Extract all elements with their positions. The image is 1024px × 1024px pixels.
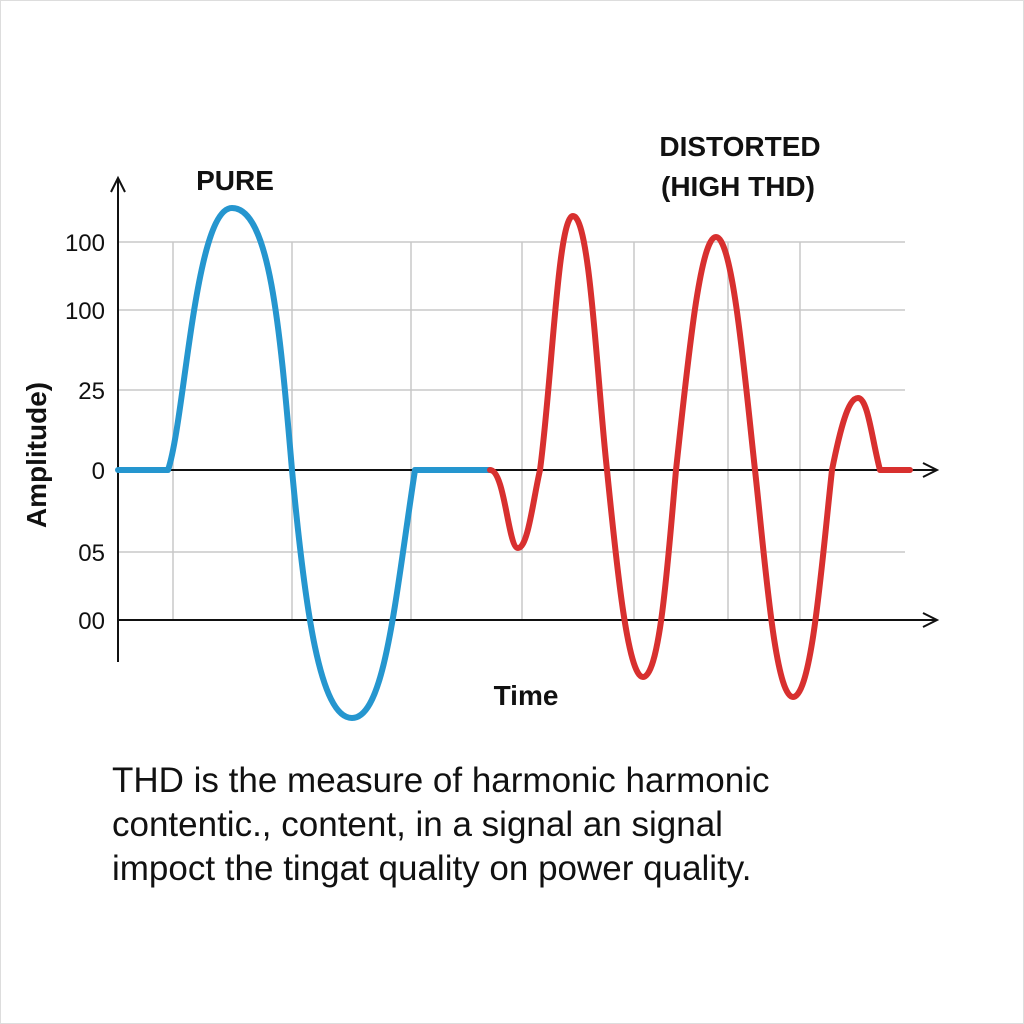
y-tick-label: 05 <box>78 540 105 567</box>
y-tick-label: 00 <box>78 608 105 635</box>
grid <box>118 241 905 620</box>
y-tick-label: 0 <box>92 458 105 485</box>
y-tick-label: 25 <box>78 378 105 405</box>
axes <box>110 175 940 662</box>
pure-label: PURE <box>196 165 274 196</box>
distorted-label: (HIGH THD) <box>661 171 815 202</box>
caption-line: THD is the measure of harmonic harmonic <box>112 761 769 800</box>
distorted-wave <box>487 213 913 700</box>
caption-line: contentic., content, in a signal an sign… <box>112 805 723 844</box>
y-axis-label: Amplitude) <box>21 382 52 528</box>
grid-h <box>118 241 905 553</box>
x-axis <box>118 462 940 478</box>
y-ticks: 100 100 25 0 05 00 <box>65 230 105 635</box>
caption-line: impoct the tingat quality on power quali… <box>112 849 751 888</box>
y-tick-label: 100 <box>65 230 105 257</box>
x-axis-lower <box>118 612 940 628</box>
y-tick-label: 100 <box>65 298 105 325</box>
x-axis-label: Time <box>494 680 559 711</box>
grid-v <box>172 242 801 620</box>
distorted-label: DISTORTED <box>659 131 820 162</box>
pure-wave <box>115 205 493 721</box>
y-axis <box>110 175 126 662</box>
